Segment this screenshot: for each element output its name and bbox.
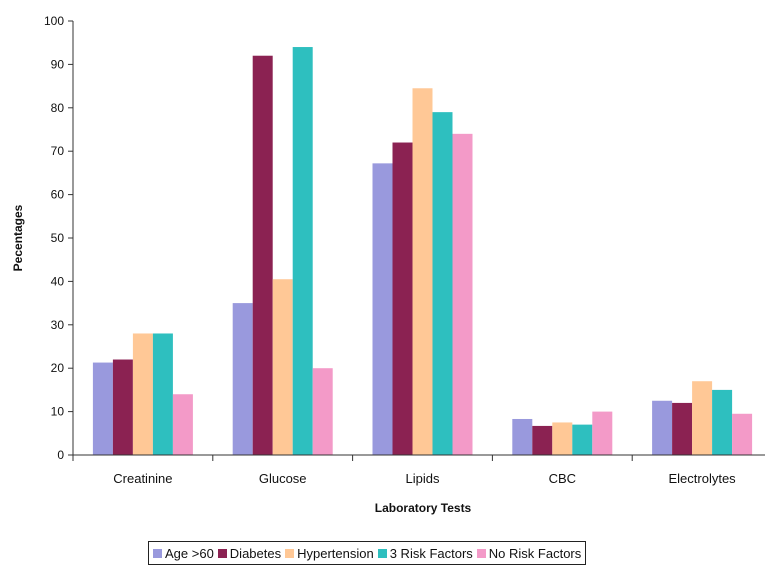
y-tick-label: 40: [51, 274, 65, 288]
y-tick-label: 100: [44, 14, 64, 28]
bar-3-risk-factors-lipids: [432, 112, 453, 455]
y-tick-label: 70: [51, 144, 65, 158]
legend-swatch: [476, 548, 486, 558]
legend-swatch: [285, 548, 295, 558]
x-category-label: Lipids: [406, 471, 440, 486]
bar-no-risk-factors-lipids: [452, 133, 473, 455]
bar-diabetes-lipids: [392, 142, 413, 455]
y-tick-label: 50: [51, 231, 65, 245]
bar-diabetes-electrolytes: [672, 402, 693, 455]
y-tick-label: 10: [51, 405, 65, 419]
legend-item: No Risk Factors: [476, 545, 582, 561]
legend-swatch: [217, 548, 227, 558]
y-tick-label: 80: [51, 101, 65, 115]
x-axis: Creatinine Glucose Lipids CBC Electrolytes: [72, 454, 765, 486]
bar-diabetes-cbc: [532, 425, 553, 455]
bar-age-60-lipids: [372, 163, 393, 456]
x-category-label: CBC: [549, 471, 576, 486]
y-tick-label: 0: [57, 448, 64, 462]
legend-label: No Risk Factors: [488, 545, 582, 561]
bar-diabetes-creatinine: [112, 359, 133, 455]
y-tick-label: 30: [51, 318, 65, 332]
bar-age-60-electrolytes: [652, 400, 673, 455]
x-category-label: Glucose: [259, 471, 307, 486]
bar-age-60-cbc: [512, 418, 533, 455]
bar-hypertension-lipids: [412, 88, 433, 456]
x-axis-title: Laboratory Tests: [375, 501, 472, 515]
legend-label: Age >60: [165, 545, 214, 561]
y-tick-label: 60: [51, 188, 65, 202]
bar-no-risk-factors-glucose: [312, 368, 333, 455]
legend-swatch: [153, 548, 162, 558]
x-category-label: Creatinine: [113, 471, 172, 486]
bar-age-60-creatinine: [92, 362, 113, 455]
bar-chart: 0 10 20 30 40 50 60 70 80 90 100 Creatinine Glucose…: [11, 14, 765, 515]
bar-age-60-glucose: [232, 303, 253, 455]
bar-3-risk-factors-creatinine: [152, 333, 173, 455]
bar-hypertension-creatinine: [132, 333, 153, 455]
bars: [92, 47, 753, 456]
bar-hypertension-cbc: [552, 422, 573, 455]
bar-hypertension-electrolytes: [692, 381, 713, 455]
bar-3-risk-factors-cbc: [572, 424, 593, 455]
legend-label: Hypertension: [297, 545, 374, 561]
legend-item: 3 Risk Factors: [377, 545, 473, 561]
y-tick-label: 90: [51, 57, 65, 71]
legend-swatch: [377, 548, 387, 558]
x-category-label: Electrolytes: [668, 471, 736, 486]
legend: Age >60 Diabetes Hypertension 3 Risk Factor…: [148, 541, 587, 565]
legend-label: Diabetes: [229, 545, 282, 561]
bar-3-risk-factors-glucose: [292, 47, 313, 455]
bar-diabetes-glucose: [252, 55, 273, 455]
legend-item: Diabetes: [217, 545, 282, 561]
bar-3-risk-factors-electrolytes: [712, 389, 733, 455]
y-tick-label: 20: [51, 361, 65, 375]
legend-item: Age >60: [153, 546, 214, 561]
legend-label: 3 Risk Factors: [389, 545, 473, 561]
y-axis-title: Pecentages: [11, 204, 25, 271]
bar-no-risk-factors-electrolytes: [732, 413, 753, 455]
legend-item: Hypertension: [285, 546, 374, 561]
y-axis: 0 10 20 30 40 50 60 70 80 90 100: [44, 14, 74, 462]
bar-no-risk-factors-creatinine: [172, 394, 193, 455]
bar-no-risk-factors-cbc: [592, 411, 613, 455]
bar-hypertension-glucose: [272, 279, 293, 455]
